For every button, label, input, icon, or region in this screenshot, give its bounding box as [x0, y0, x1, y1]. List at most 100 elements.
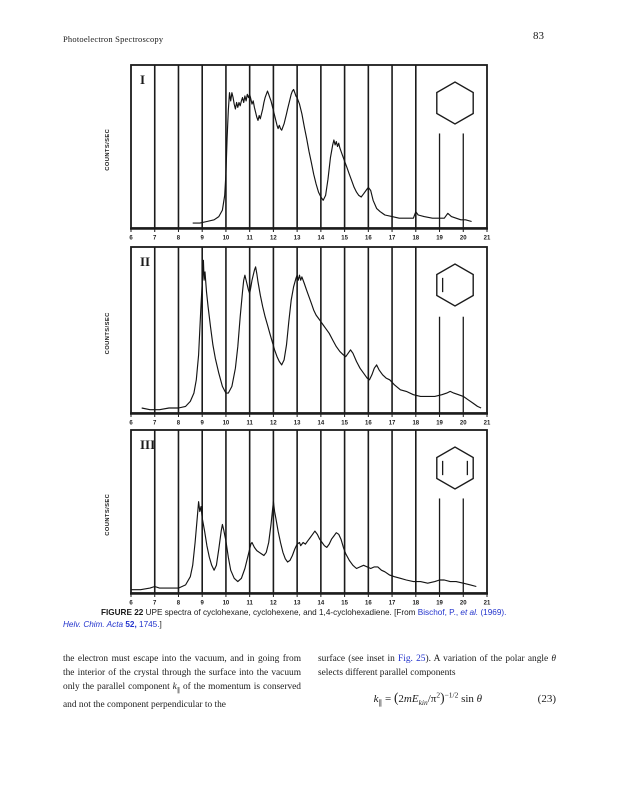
x-tick-label: 11 [246, 421, 253, 427]
x-tick-label: 21 [484, 601, 491, 607]
equation-formula: k∥ = (2mEkin/π2)−1/2 sin θ [318, 690, 538, 707]
x-tick-label: 15 [341, 421, 348, 427]
hexagon-ring [436, 446, 474, 490]
x-tick-label: 21 [484, 236, 491, 242]
x-tick-label: 14 [318, 421, 325, 427]
x-tick-label: 21 [484, 421, 491, 427]
y-axis-label: COUNTS/SEC [105, 493, 111, 535]
equation-23: k∥ = (2mEkin/π2)−1/2 sin θ (23) [318, 690, 556, 707]
x-tick-label: 9 [201, 236, 205, 242]
x-tick-label: 19 [436, 421, 443, 427]
text-segment: m [403, 693, 412, 705]
reference-link[interactable]: et al. [460, 608, 479, 617]
x-tick-label: 7 [153, 236, 157, 242]
x-tick-label: 15 [341, 236, 348, 242]
text-segment: UPE spectra of cyclohexane, cyclohexene,… [143, 608, 418, 617]
text-segment: ). A variation of the polar angle [425, 654, 552, 664]
molecule-inset-cyclohexene [436, 263, 474, 307]
x-tick-label: 6 [129, 601, 133, 607]
figure-22-spectra: 6 7 8 9 10 11 12 13 14 15 16 17 18 19 20 21ICOUNTS/SEC6… [105, 64, 491, 607]
reference-link[interactable]: (1969). [478, 608, 507, 617]
reference-link[interactable]: Bischof, P., [417, 608, 461, 617]
spectrum-panel-II: 6 7 8 9 10 11 12 13 14 15 16 17 18 19 20 21 II COUNTS/SEC [105, 246, 491, 427]
text-segment: kin [418, 698, 428, 708]
panel-roman-numeral: III [140, 437, 155, 452]
text-segment: = [382, 693, 394, 705]
text-segment: the electron must escape into the vacuum… [63, 654, 301, 692]
x-tick-label: 19 [436, 601, 443, 607]
x-tick-label: 20 [460, 236, 467, 242]
text-segment: 2 [398, 693, 404, 705]
x-tick-label: 7 [153, 421, 157, 427]
x-tick-label: 6 [129, 236, 133, 242]
reference-link[interactable]: Helv. Chim. Acta [63, 620, 124, 629]
x-tick-label: 11 [246, 601, 253, 607]
x-tick-label: 6 [129, 421, 133, 427]
x-tick-label: 20 [460, 421, 467, 427]
text-segment: of the momentum is conserved and not the… [63, 682, 301, 710]
hexagon-ring [436, 81, 474, 125]
body-text-left-column: the electron must escape into the vacuum… [63, 652, 301, 712]
x-tick-label: 15 [341, 601, 348, 607]
x-tick-label: 7 [153, 601, 157, 607]
x-tick-label: 13 [294, 421, 301, 427]
reference-link[interactable]: 1745. [136, 620, 160, 629]
text-segment: /π [427, 693, 437, 705]
x-tick-label: 9 [201, 421, 205, 427]
text-segment: E [411, 693, 419, 705]
x-tick-label: 18 [412, 236, 419, 242]
text-segment: 2 [436, 690, 441, 700]
x-tick-label: 8 [177, 236, 181, 242]
equation-number: (23) [537, 693, 556, 705]
reference-link[interactable]: 52, [125, 620, 137, 629]
spectrum-curve [141, 259, 482, 411]
x-tick-label: 12 [270, 421, 277, 427]
text-segment: ) [440, 690, 445, 705]
page-number: 83 [533, 30, 544, 42]
x-tick-label: 12 [270, 601, 277, 607]
text-segment: k [373, 693, 379, 705]
text-segment: sin [458, 693, 477, 705]
x-tick-label: 16 [365, 421, 372, 427]
text-segment: θ [476, 693, 483, 705]
x-tick-label: 13 [294, 236, 301, 242]
x-tick-label: 18 [412, 601, 419, 607]
hexagon-ring [436, 263, 474, 307]
figure-caption: FIGURE 22 UPE spectra of cyclohexane, cy… [63, 607, 533, 631]
running-header: Photoelectron Spectroscopy [63, 34, 164, 44]
molecule-inset-1-4-cyclohexadiene [436, 446, 474, 490]
x-tick-label: 14 [318, 601, 325, 607]
text-segment: ∥ [378, 698, 383, 708]
x-tick-label: 13 [294, 601, 301, 607]
x-tick-label: 16 [365, 601, 372, 607]
text-segment: ] [159, 620, 162, 629]
spectrum-panel-III: 6 7 8 9 10 11 12 13 14 15 16 17 18 19 20 21 III COUNTS/SE… [105, 429, 491, 607]
reference-link[interactable]: Fig. 25 [398, 654, 426, 664]
molecule-inset-cyclohexane [436, 81, 474, 125]
plot-box [130, 246, 488, 414]
text-segment: −1/2 [444, 690, 459, 700]
body-text-right-column: surface (see inset in Fig. 25). A variat… [318, 652, 556, 680]
x-tick-label: 9 [201, 601, 205, 607]
text-segment: surface (see inset in [318, 654, 399, 664]
x-tick-label: 17 [389, 236, 396, 242]
panel-roman-numeral: II [140, 254, 150, 269]
x-tick-label: 8 [177, 421, 181, 427]
x-tick-label: 14 [318, 236, 325, 242]
text-segment: FIGURE 22 [101, 608, 144, 617]
text-segment: ( [393, 690, 399, 705]
x-tick-label: 16 [365, 236, 372, 242]
x-tick-label: 17 [389, 421, 396, 427]
x-tick-label: 19 [436, 236, 443, 242]
x-tick-label: 17 [389, 601, 396, 607]
plot-box [130, 429, 488, 594]
x-tick-label: 18 [412, 421, 419, 427]
x-tick-label: 10 [223, 236, 230, 242]
text-segment: ∥ [176, 686, 181, 694]
text-segment: k [172, 682, 177, 692]
text-segment: θ [551, 654, 556, 664]
y-axis-label: COUNTS/SEC [105, 128, 111, 170]
spectrum-curve [192, 88, 472, 224]
x-tick-label: 20 [460, 601, 467, 607]
